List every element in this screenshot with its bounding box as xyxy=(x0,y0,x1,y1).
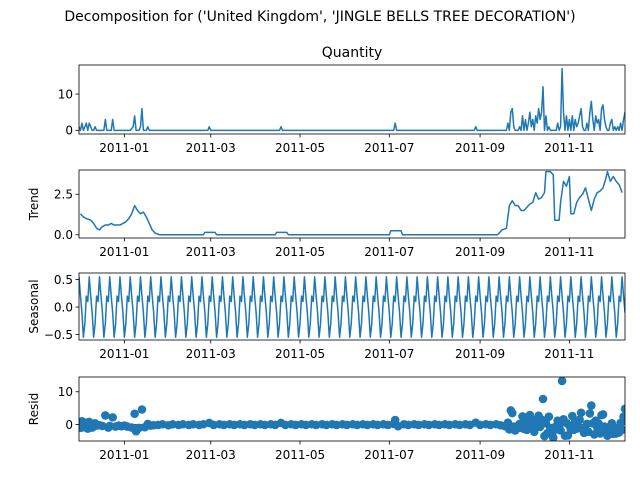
resid-xtick-label: 2011-11 xyxy=(544,448,594,462)
resid-ytick-label: 10 xyxy=(58,385,73,399)
resid-point xyxy=(108,413,117,422)
observed-marks xyxy=(79,67,625,132)
observed-panel: Quantity 0 10 2011-01 2011-03 2011-05 2011-07 2… xyxy=(58,45,626,155)
trend-xtick-label: 2011-03 xyxy=(186,245,236,259)
figure-suptitle: Decomposition for ('United Kingdom', 'JI… xyxy=(64,9,575,25)
seasonal-axes-frame xyxy=(78,272,626,341)
observed-axes-frame xyxy=(78,64,626,135)
resid-xtick-label: 2011-03 xyxy=(186,448,236,462)
resid-axes-frame xyxy=(78,376,626,442)
seasonal-marks xyxy=(79,276,625,338)
seasonal-xtick-label: 2011-01 xyxy=(99,347,149,361)
trend-ytick-label: 2.5 xyxy=(54,188,73,202)
resid-point xyxy=(557,377,567,386)
trend-xtick-label: 2011-11 xyxy=(544,245,594,259)
resid-xtick-label: 2011-01 xyxy=(99,448,149,462)
seasonal-xtick-label: 2011-11 xyxy=(544,347,594,361)
decomposition-panels: Quantity 0 10 2011-01 2011-03 2011-05 2011-07 2… xyxy=(27,45,626,462)
trend-xtick-label: 2011-09 xyxy=(455,245,505,259)
seasonal-series-line xyxy=(79,276,625,338)
observed-title: Quantity xyxy=(322,45,383,61)
trend-ylabel: Trend xyxy=(27,188,41,222)
trend-axes-frame xyxy=(78,169,626,239)
observed-ytick-label: 10 xyxy=(58,87,73,101)
resid-point xyxy=(619,412,625,422)
resid-point xyxy=(548,433,558,441)
observed-xtick-label: 2011-03 xyxy=(186,141,236,155)
resid-marks xyxy=(79,377,625,441)
trend-marks xyxy=(79,170,623,236)
resid-point xyxy=(525,410,535,420)
observed-xtick-label: 2011-05 xyxy=(275,141,325,155)
resid-point xyxy=(101,411,110,420)
resid-point xyxy=(575,415,584,424)
resid-xtick-label: 2011-07 xyxy=(364,448,414,462)
resid-ytick-label: 0 xyxy=(65,418,73,432)
resid-panel: Resid 0 10 2011-01 2011-03 2011-05 2011-07 2011… xyxy=(27,376,626,462)
seasonal-ytick-label: 0.0 xyxy=(54,300,73,314)
seasonal-ylabel: Seasonal xyxy=(27,279,41,333)
resid-point xyxy=(620,404,625,414)
observed-xtick-label: 2011-01 xyxy=(99,141,149,155)
trend-ytick-label: 0.0 xyxy=(54,228,73,242)
observed-xtick-label: 2011-09 xyxy=(455,141,505,155)
resid-point xyxy=(130,409,139,419)
observed-ytick-label: 0 xyxy=(65,124,73,138)
seasonal-xtick-label: 2011-05 xyxy=(275,347,325,361)
seasonal-xtick-label: 2011-09 xyxy=(455,347,505,361)
resid-point xyxy=(576,408,586,418)
resid-point xyxy=(538,394,548,404)
trend-series-line xyxy=(79,170,623,236)
trend-xtick-label: 2011-05 xyxy=(275,245,325,259)
resid-point xyxy=(585,409,595,418)
resid-point xyxy=(617,425,625,435)
observed-series-line xyxy=(79,67,625,132)
seasonal-panel: Seasonal−0.5 0.0 0.5 2011-01 2011-03 2011-05 2… xyxy=(27,272,626,361)
seasonal-ytick-label: 0.5 xyxy=(54,273,73,287)
resid-xtick-label: 2011-05 xyxy=(275,448,325,462)
resid-point xyxy=(587,401,596,410)
resid-ylabel: Resid xyxy=(27,393,41,425)
seasonal-xtick-label: 2011-07 xyxy=(364,347,414,361)
trend-panel: Trend 0.0 2.5 2011-01 2011-03 2011-05 2011-07 2… xyxy=(27,169,626,259)
seasonal-xtick-label: 2011-03 xyxy=(186,347,236,361)
resid-point xyxy=(598,410,608,419)
observed-xtick-label: 2011-11 xyxy=(544,141,594,155)
trend-xtick-label: 2011-07 xyxy=(364,245,414,259)
trend-xtick-label: 2011-01 xyxy=(99,245,149,259)
resid-point xyxy=(137,405,147,414)
resid-xtick-label: 2011-09 xyxy=(455,448,505,462)
observed-xtick-label: 2011-07 xyxy=(364,141,414,155)
resid-point xyxy=(544,412,554,422)
seasonal-ytick-label: −0.5 xyxy=(44,328,73,342)
resid-point xyxy=(507,408,517,418)
